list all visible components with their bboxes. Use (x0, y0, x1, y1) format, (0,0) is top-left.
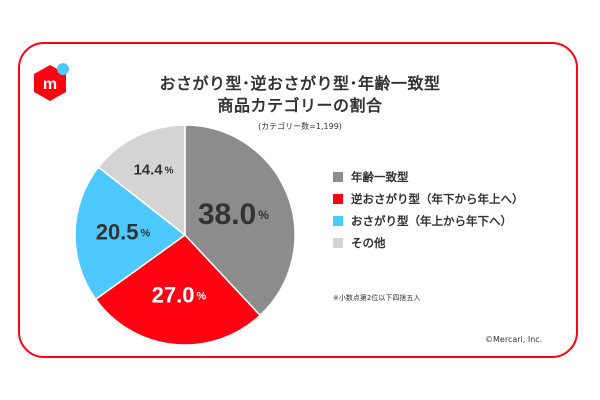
legend-swatch (333, 172, 343, 182)
pie-chart: 38.0 % 27.0 % 20.5 % 14.4% (74, 124, 296, 346)
legend-swatch (333, 194, 343, 204)
slice-value-label: 14.4% (133, 161, 173, 178)
legend-swatch (333, 216, 343, 226)
legend-label: 年齢一致型 (351, 170, 409, 184)
legend-item: 年齢一致型 (333, 169, 524, 185)
legend-item: 逆おさがり型（年下から年上へ） (333, 191, 524, 207)
pie-slice (94, 234, 262, 346)
pie-slice (74, 166, 187, 301)
legend-label: その他 (351, 236, 386, 250)
mercari-logo: m (34, 63, 69, 101)
slice-value-label: 27.0% (152, 283, 207, 308)
legend-item: その他 (333, 235, 524, 251)
logo-letter: m (43, 76, 57, 93)
chart-subtitle: (カテゴリー数=1,199) (258, 122, 342, 131)
copyright: ©Mercari, Inc. (485, 335, 543, 344)
pie-slice (184, 124, 296, 317)
slice-value-label: 38.0% (198, 198, 269, 231)
legend: 年齢一致型 逆おさがり型（年下から年上へ） おさがり型（年上から年下へ） その他 (333, 169, 524, 257)
rounding-note: ※小数点第2位以下四捨五入 (333, 294, 421, 302)
chart-title-line1: おさがり型･逆おさがり型･年齢一致型 (159, 74, 441, 93)
legend-label: 逆おさがり型（年下から年上へ） (351, 192, 524, 206)
legend-label: おさがり型（年上から年下へ） (351, 214, 512, 228)
pie-slice (97, 124, 186, 237)
legend-item: おさがり型（年上から年下へ） (333, 213, 524, 229)
chart-title-line2: 商品カテゴリーの割合 (217, 96, 383, 115)
slice-value-label: 20.5% (96, 220, 151, 245)
legend-swatch (333, 238, 343, 248)
